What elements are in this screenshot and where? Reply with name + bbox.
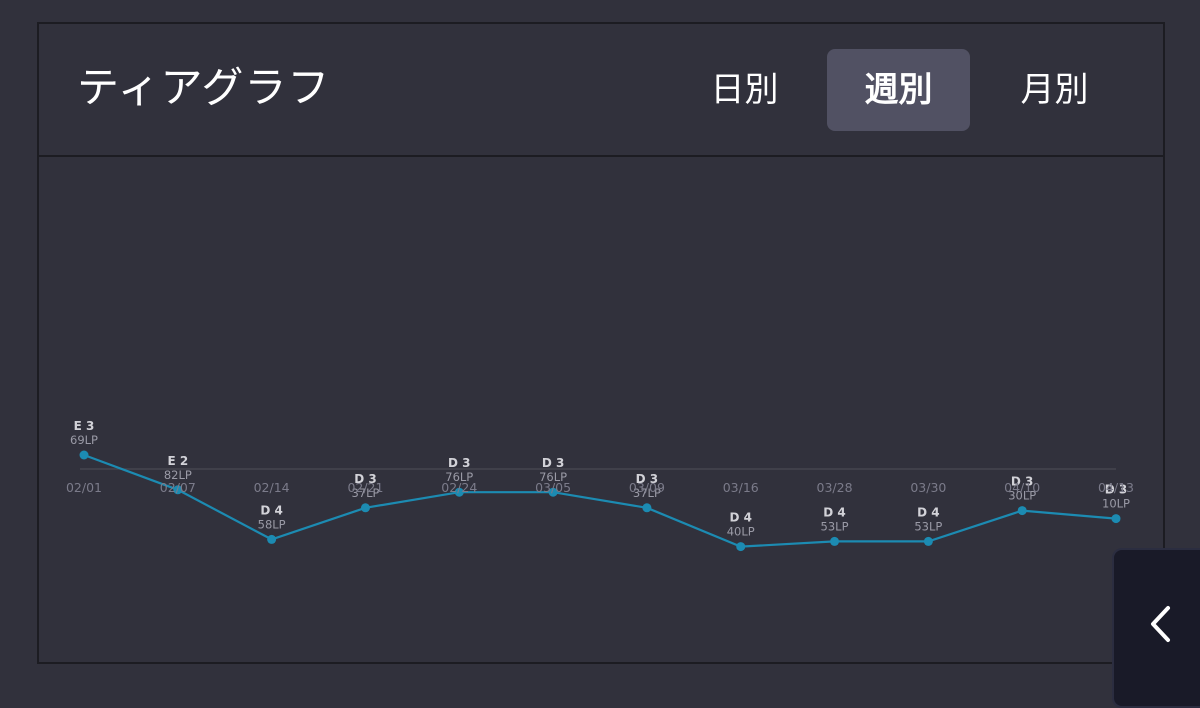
x-tick-label: 02/24 <box>441 480 477 495</box>
tier-label: D 4 <box>917 505 940 519</box>
tier-label: D 4 <box>823 505 846 519</box>
panel-title: ティアグラフ <box>77 63 331 112</box>
data-point <box>642 503 652 513</box>
lp-label: 53LP <box>821 519 849 533</box>
data-point <box>79 450 89 460</box>
x-tick-label: 04/10 <box>1004 480 1040 495</box>
lp-label: 37LP <box>351 486 379 500</box>
x-tick-label: 03/30 <box>910 480 946 495</box>
data-point <box>173 485 183 495</box>
x-tick-label: 02/01 <box>66 480 102 495</box>
x-tick-label: 02/21 <box>347 480 383 495</box>
lp-label: 82LP <box>164 468 192 482</box>
series-line <box>83 453 1117 548</box>
x-tick-label: 02/07 <box>160 480 196 495</box>
lp-label: 10LP <box>1102 497 1130 511</box>
x-tick-label: 03/16 <box>723 480 759 495</box>
chevron-left-icon <box>1151 606 1170 642</box>
x-tick-label: 02/14 <box>254 480 290 495</box>
tier-label: D 4 <box>260 503 283 517</box>
x-tick-label: 03/05 <box>535 480 571 495</box>
tier-label: D 4 <box>729 511 752 525</box>
data-point <box>267 534 277 544</box>
lp-label: 40LP <box>727 525 755 539</box>
lp-label: 30LP <box>1008 489 1036 503</box>
x-tick-label: 03/28 <box>817 480 853 495</box>
data-point <box>454 487 464 497</box>
data-point <box>736 542 746 552</box>
tier-label: D 3 <box>448 456 471 470</box>
x-tick-label: 04/13 <box>1098 480 1134 495</box>
panel-header: ティアグラフ 日別 週別 月別 <box>39 24 1163 157</box>
tier-label: E 3 <box>74 419 95 433</box>
lp-label: 37LP <box>633 486 661 500</box>
lp-label: 76LP <box>445 470 473 484</box>
data-point <box>830 536 840 546</box>
tier-label: D 3 <box>1011 475 1034 489</box>
data-point <box>360 503 370 513</box>
tier-label: D 3 <box>1105 483 1128 497</box>
collapse-side-button[interactable] <box>1112 548 1200 708</box>
lp-label: 69LP <box>70 433 98 447</box>
tier-graph-panel: ティアグラフ 日別 週別 月別 <box>37 22 1165 664</box>
tab-weekly[interactable]: 週別 <box>827 49 970 131</box>
tab-daily[interactable]: 日別 <box>710 70 779 110</box>
data-point <box>548 487 558 497</box>
lp-label: 53LP <box>914 519 942 533</box>
tier-label: D 3 <box>636 472 659 486</box>
lp-label: 76LP <box>539 470 567 484</box>
lp-label: 58LP <box>258 517 286 531</box>
tier-label: D 3 <box>542 456 565 470</box>
tier-label: D 3 <box>354 472 377 486</box>
x-tick-label: 03/09 <box>629 480 665 495</box>
data-point <box>1111 514 1121 524</box>
tier-label: E 2 <box>167 454 188 468</box>
data-point <box>923 536 933 546</box>
data-point <box>1017 506 1027 516</box>
tab-monthly[interactable]: 月別 <box>1020 70 1089 110</box>
